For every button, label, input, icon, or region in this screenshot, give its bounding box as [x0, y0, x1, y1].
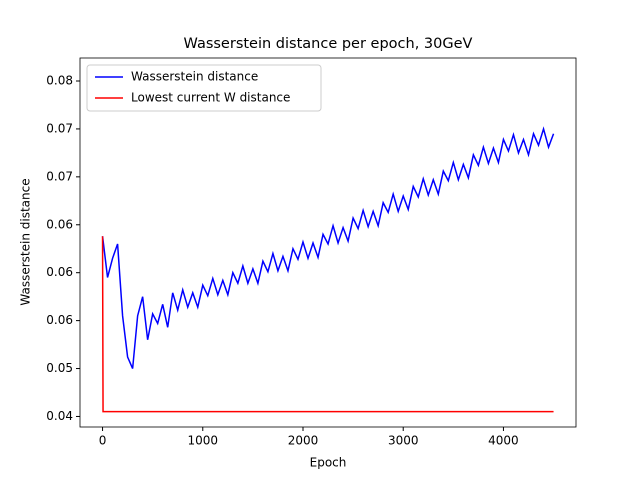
y-tick-label: 0.04	[46, 409, 73, 423]
x-tick-label: 3000	[388, 434, 419, 448]
x-tick-label: 0	[99, 434, 107, 448]
x-axis-label: Epoch	[310, 456, 347, 470]
x-tick-label: 1000	[187, 434, 218, 448]
legend-label: Lowest current W distance	[131, 91, 290, 105]
y-tick-label: 0.08	[46, 74, 73, 88]
y-tick-label: 0.06	[46, 265, 73, 279]
legend-label: Wasserstein distance	[131, 70, 258, 84]
x-tick-label: 2000	[288, 434, 319, 448]
legend-box	[86, 64, 322, 112]
y-tick-label: 0.06	[46, 313, 73, 327]
data-line	[101, 236, 554, 413]
chart-title: Wasserstein distance per epoch, 30GeV	[184, 36, 473, 52]
y-tick-label: 0.07	[46, 121, 73, 135]
plot-frame	[79, 57, 577, 428]
data-line	[101, 126, 555, 369]
y-axis-label: Wasserstein distance	[19, 178, 33, 305]
y-tick-label: 0.07	[46, 169, 73, 183]
x-tick-label: 4000	[488, 434, 519, 448]
y-tick-label: 0.06	[46, 217, 73, 231]
y-tick-label: 0.05	[46, 361, 73, 375]
